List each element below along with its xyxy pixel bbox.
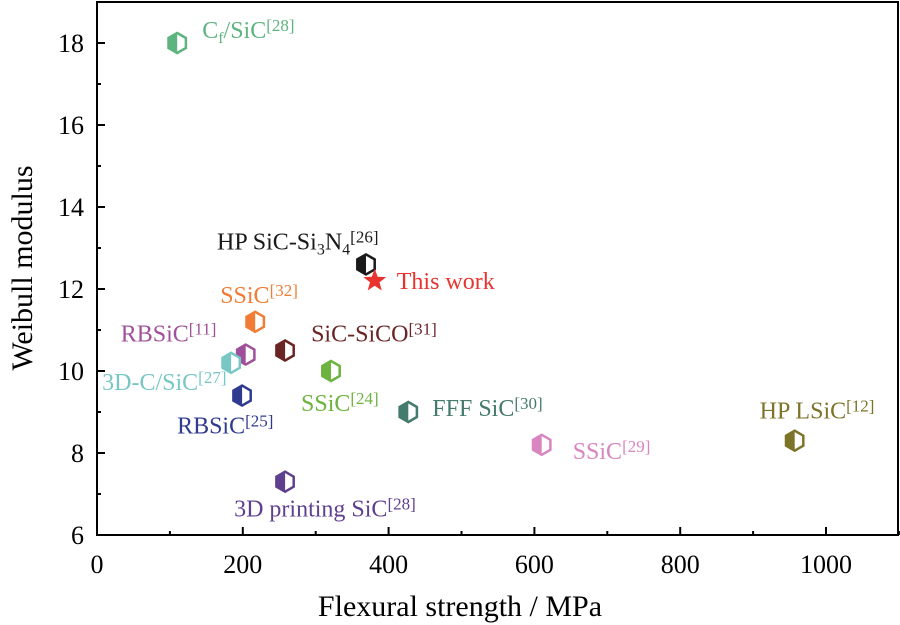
label-text: SSiC — [573, 439, 622, 465]
label-text: HP LSiC — [760, 399, 846, 425]
label-text: /SiC — [224, 18, 267, 44]
label-text: C — [202, 18, 218, 44]
y-tick-label: 12 — [58, 275, 84, 304]
hexagon-marker-outline — [232, 384, 252, 408]
label-text: RBSiC — [121, 322, 189, 348]
label-text: SSiC — [301, 391, 350, 417]
hexagon-marker-outline — [221, 351, 242, 375]
hexagon-marker-outline — [398, 400, 419, 424]
axis-ticks: 0 200 400 600 800 1000 6 8 10 12 14 16 18 — [58, 1, 900, 579]
x-tick-label: 200 — [223, 550, 262, 579]
label-text: This work — [397, 269, 495, 295]
y-tick-label: 16 — [58, 111, 84, 140]
label-reference: [32] — [270, 281, 298, 300]
point-label: HP LSiC[12] — [760, 397, 875, 425]
label-reference: [31] — [408, 320, 436, 339]
point-label: This work — [397, 269, 495, 295]
x-tick-label: 1000 — [800, 550, 852, 579]
label-text: HP SiC-Si — [217, 229, 317, 255]
point-label: Cf/SiC[28] — [202, 16, 294, 47]
hexagon-marker-outline — [275, 470, 295, 494]
point-label: SSiC[24] — [301, 389, 379, 417]
hexagon-marker-outline — [784, 429, 805, 453]
y-axis-label: Weibull modulus — [6, 165, 39, 370]
point-hp-sic-si3n4-26: HP SiC-Si3N4[26] — [217, 227, 379, 276]
point-rbsic-25: RBSiC[25] — [177, 384, 273, 440]
label-subscript: 3 — [317, 241, 325, 258]
point-3d-printing-sic-28: 3D printing SiC[28] — [234, 470, 416, 523]
hexagon-marker-outline — [531, 433, 552, 457]
point-3d-c-sic-27: 3D-C/SiC[27] — [102, 351, 242, 396]
label-reference: [27] — [198, 368, 226, 387]
point-label: FFF SiC[30] — [432, 394, 542, 422]
y-tick-label: 6 — [71, 521, 84, 550]
point-sic-sico-31: SiC-SiCO[31] — [275, 320, 437, 362]
y-tick-label: 14 — [58, 193, 84, 222]
point-label: RBSiC[11] — [121, 320, 217, 348]
point-ssic-29: SSiC[29] — [531, 433, 651, 465]
label-reference: [29] — [622, 437, 650, 456]
hexagon-marker-outline — [356, 252, 376, 276]
x-tick-label: 800 — [661, 550, 700, 579]
label-text: SSiC — [220, 283, 269, 309]
point-ssic-24: SSiC[24] — [301, 359, 379, 417]
label-text: SiC-SiCO — [311, 322, 408, 348]
point-label: SSiC[29] — [573, 437, 651, 465]
hexagon-marker-outline — [245, 310, 266, 334]
label-text: 3D printing SiC — [234, 497, 387, 523]
point-label: RBSiC[25] — [177, 412, 273, 440]
label-subscript: 4 — [342, 241, 350, 258]
x-tick-label: 600 — [515, 550, 554, 579]
y-tick-label: 8 — [71, 439, 84, 468]
point-ssic-32: SSiC[32] — [220, 281, 298, 334]
point-cf-sic-28: Cf/SiC[28] — [167, 16, 295, 55]
point-label: 3D printing SiC[28] — [234, 495, 416, 523]
label-reference: [26] — [350, 227, 378, 246]
point-label: SiC-SiCO[31] — [311, 320, 437, 348]
label-reference: [11] — [189, 320, 217, 339]
hexagon-marker-outline — [321, 359, 341, 383]
star-marker — [363, 268, 387, 291]
point-this-work: This work — [363, 268, 495, 295]
label-reference: [25] — [245, 412, 273, 431]
x-axis-label: Flexural strength / MPa — [318, 590, 602, 623]
point-label: SSiC[32] — [220, 281, 298, 309]
label-text: FFF SiC — [432, 396, 514, 422]
label-reference: [12] — [846, 397, 874, 416]
hexagon-marker-outline — [167, 31, 188, 55]
point-fff-sic-30: FFF SiC[30] — [398, 394, 543, 424]
hexagon-marker-outline — [235, 343, 256, 367]
label-text: RBSiC — [177, 414, 245, 440]
y-tick-label: 18 — [58, 29, 84, 58]
x-tick-label: 400 — [369, 550, 408, 579]
label-text: N — [325, 229, 342, 255]
point-rbsic-11: RBSiC[11] — [121, 320, 256, 367]
label-reference: [24] — [350, 389, 378, 408]
point-label: 3D-C/SiC[27] — [102, 368, 226, 396]
point-label: HP SiC-Si3N4[26] — [217, 227, 379, 258]
label-reference: [28] — [266, 16, 294, 35]
y-tick-label: 10 — [58, 357, 84, 386]
label-text: 3D-C/SiC — [102, 370, 198, 396]
x-tick-label: 0 — [91, 550, 104, 579]
plot-frame — [96, 1, 899, 536]
label-subscript: f — [218, 30, 224, 47]
label-reference: [30] — [514, 394, 542, 413]
label-reference: [28] — [387, 495, 415, 514]
hexagon-marker-outline — [275, 339, 295, 362]
data-points: Cf/SiC[28]HP SiC-Si3N4[26]This workSSiC[… — [102, 16, 874, 523]
point-hp-lsic-12: HP LSiC[12] — [760, 397, 875, 453]
